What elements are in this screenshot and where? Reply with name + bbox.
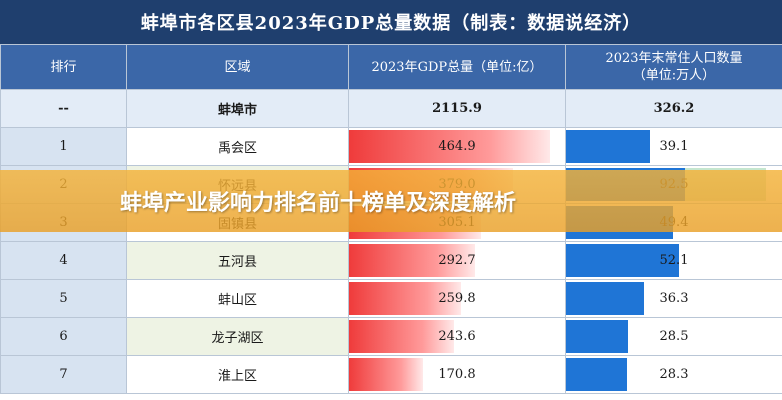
population-cell: 28.5 [565,317,782,356]
rank-cell: 7 [0,355,127,394]
population-cell: 36.3 [565,279,782,318]
table-row: 1 禹会区 464.9 39.1 [0,127,782,166]
population-bar [566,130,651,163]
table-title-text: 蚌埠市各区县2023年GDP总量数据（制表：数据说经济） [140,13,642,34]
banner-text: 蚌埠产业影响力排名前十榜单及深度解析 [120,191,517,216]
population-value: 36.3 [659,291,689,306]
district-cell: 淮上区 [126,355,349,394]
header-district: 区域 [126,44,349,90]
header-gdp: 2023年GDP总量（单位:亿） [348,44,566,90]
gdp-bar [349,130,550,163]
gdp-bar [349,244,476,277]
table-row: 7 淮上区 170.8 28.3 [0,355,782,394]
gdp-value: 464.9 [438,139,476,154]
total-district: 蚌埠市 [126,89,349,128]
population-cell: 52.1 [565,241,782,280]
district-cell: 禹会区 [126,127,349,166]
gdp-value: 243.6 [438,329,476,344]
total-population: 326.2 [565,89,782,128]
gdp-cell: 243.6 [348,317,566,356]
rank-cell: 5 [0,279,127,318]
population-bar [566,282,645,315]
population-bar [566,358,628,391]
gdp-bar [349,282,462,315]
gdp-value: 170.8 [438,367,476,382]
total-gdp: 2115.9 [348,89,566,128]
gdp-value: 259.8 [438,291,476,306]
population-bar [566,320,628,353]
rank-cell: 4 [0,241,127,280]
population-cell: 28.3 [565,355,782,394]
gdp-bar [349,320,455,353]
rank-cell: 6 [0,317,127,356]
gdp-cell: 464.9 [348,127,566,166]
population-bar [566,244,679,277]
gdp-value: 292.7 [438,253,476,268]
population-value: 28.5 [659,329,689,344]
header-population-line2: （单位:万人） [632,68,716,83]
header-population-line1: 2023年末常住人口数量 [605,51,743,66]
overlay-banner: 蚌埠产业影响力排名前十榜单及深度解析 [0,170,782,232]
table-row: 4 五河县 292.7 52.1 [0,241,782,280]
header-population: 2023年末常住人口数量 （单位:万人） [565,44,782,90]
population-cell: 39.1 [565,127,782,166]
header-row: 排行 区域 2023年GDP总量（单位:亿） 2023年末常住人口数量 （单位:… [0,44,782,90]
gdp-bar [349,358,423,391]
rank-cell: 1 [0,127,127,166]
header-rank: 排行 [0,44,127,90]
table-row: 6 龙子湖区 243.6 28.5 [0,317,782,356]
district-cell: 五河县 [126,241,349,280]
total-rank: -- [0,89,127,128]
district-cell: 蚌山区 [126,279,349,318]
gdp-cell: 170.8 [348,355,566,394]
district-cell: 龙子湖区 [126,317,349,356]
gdp-cell: 259.8 [348,279,566,318]
population-value: 52.1 [659,253,689,268]
table-row: 5 蚌山区 259.8 36.3 [0,279,782,318]
total-row: -- 蚌埠市 2115.9 326.2 [0,89,782,128]
population-value: 28.3 [659,367,689,382]
table-title: 蚌埠市各区县2023年GDP总量数据（制表：数据说经济） [0,0,782,44]
gdp-cell: 292.7 [348,241,566,280]
population-value: 39.1 [659,139,689,154]
